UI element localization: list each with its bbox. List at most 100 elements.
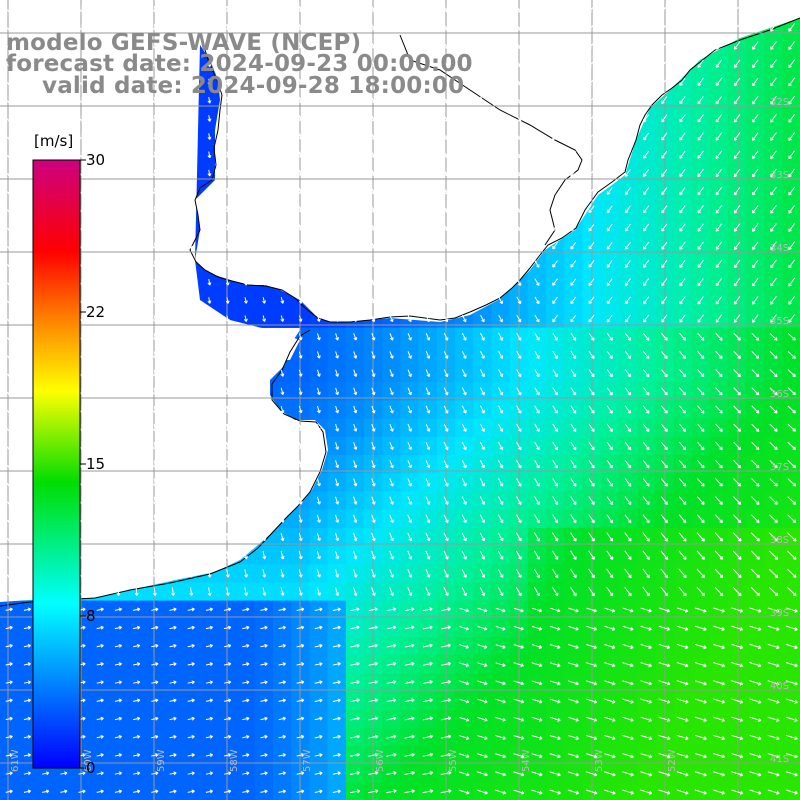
wind-vector [96,662,104,667]
wind-vector [642,550,650,560]
wind-vector [751,277,759,287]
wind-vector [79,333,84,341]
wind-vector [552,296,558,305]
wind-vector [495,735,506,740]
wind-vector [389,78,394,86]
wind-vector [25,514,30,523]
wind-vector [606,332,613,341]
wind-vector [658,753,671,759]
wind-vector [262,297,267,304]
wind-vector [624,369,632,378]
wind-vector [353,315,358,323]
wind-vector [715,405,723,414]
wind-vector [187,716,195,721]
wind-vector [694,680,707,686]
wind-vector [697,150,704,159]
wind-vector [643,41,650,50]
wind-vector [425,550,431,560]
latitude-label: 33S [770,170,789,181]
wind-vector [697,423,705,432]
wind-vector [477,735,488,740]
wind-vector [694,643,707,650]
longitude-label: 56W [375,749,386,772]
wind-vector [604,753,616,759]
wind-vector [116,278,121,286]
wind-vector [788,95,796,105]
wind-vector [189,551,194,560]
wind-vector [386,607,397,612]
wind-vector [534,169,540,177]
wind-vector [187,734,195,739]
wind-vector [189,169,194,177]
wind-vector [368,716,379,721]
wind-vector [353,151,358,159]
wind-vector [280,115,285,122]
wind-vector [606,59,613,68]
wind-vector [407,550,413,560]
wind-vector [570,423,577,432]
wind-vector [588,205,595,214]
wind-vector [171,587,176,596]
wind-vector [332,680,341,685]
wind-vector [207,496,212,505]
wind-vector [552,369,558,378]
wind-vector [116,387,121,396]
wind-vector [642,332,650,341]
wind-vector [604,698,616,704]
wind-vector [335,169,339,177]
wind-vector [697,241,704,250]
wind-vector [134,224,139,231]
wind-vector [731,662,744,668]
wind-vector [7,96,12,104]
wind-vector [660,387,668,396]
wind-vector [407,23,412,31]
wind-vector [516,423,522,432]
wind-vector [480,78,485,86]
wind-vector [679,314,686,323]
wind-vector [189,460,194,469]
wind-vector [280,405,285,414]
wind-vector [389,5,394,13]
wind-vector [477,644,488,649]
wind-vector [298,460,303,469]
wind-vector [225,442,230,450]
wind-vector [134,96,139,104]
wind-vector [335,115,339,122]
wind-vector [225,315,230,322]
wind-vector [134,278,139,286]
wind-vector [7,260,12,268]
wind-vector [207,42,212,49]
wind-vector [642,423,650,432]
latitude-label: 32S [770,97,789,108]
wind-vector [169,643,177,648]
wind-vector [371,151,376,159]
wind-vector [98,42,103,49]
wind-vector [389,532,394,542]
wind-vector [7,315,12,322]
wind-vector [134,297,139,304]
wind-vector [751,241,759,251]
wind-vector [134,496,139,505]
wind-vector [425,568,431,578]
wind-vector [371,442,376,450]
wind-vector [549,753,561,759]
wind-vector [389,187,394,195]
wind-vector [516,314,522,323]
wind-vector [570,169,577,177]
wind-vector [278,734,286,739]
wind-vector [187,698,195,703]
colorbar-tick-label: 15 [86,455,106,473]
wind-vector [588,387,595,396]
wind-vector [588,568,595,579]
wind-vector [280,387,285,396]
wind-vector [262,460,267,469]
wind-vector [750,550,760,560]
wind-vector [79,551,84,560]
wind-vector [298,224,303,231]
colorbar-unit: [m/s] [34,132,74,150]
wind-vector [479,550,486,560]
wind-vector [7,42,12,49]
wind-vector [770,205,777,214]
wind-vector [350,625,360,630]
wind-vector [498,369,504,378]
